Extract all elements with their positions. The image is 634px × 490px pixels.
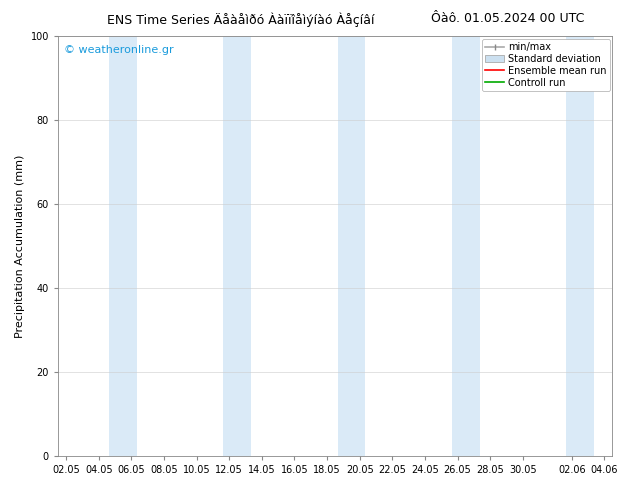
- Text: © weatheronline.gr: © weatheronline.gr: [63, 45, 173, 54]
- Bar: [347, 36, 365, 456]
- Bar: [566, 36, 584, 456]
- Text: ENS Time Series Äåàåìðó Ààïïîåìýíàó Àåçíâí: ENS Time Series Äåàåìðó Ààïïîåìýíàó Àåçí…: [107, 12, 375, 27]
- Bar: [462, 36, 479, 456]
- Bar: [452, 36, 470, 456]
- Bar: [338, 36, 356, 456]
- Legend: min/max, Standard deviation, Ensemble mean run, Controll run: min/max, Standard deviation, Ensemble me…: [482, 39, 609, 91]
- Bar: [233, 36, 251, 456]
- Bar: [576, 36, 593, 456]
- Bar: [119, 36, 137, 456]
- Y-axis label: Precipitation Accumulation (mm): Precipitation Accumulation (mm): [15, 154, 25, 338]
- Bar: [224, 36, 242, 456]
- Bar: [109, 36, 127, 456]
- Text: Ôàô. 01.05.2024 00 UTC: Ôàô. 01.05.2024 00 UTC: [430, 12, 584, 25]
